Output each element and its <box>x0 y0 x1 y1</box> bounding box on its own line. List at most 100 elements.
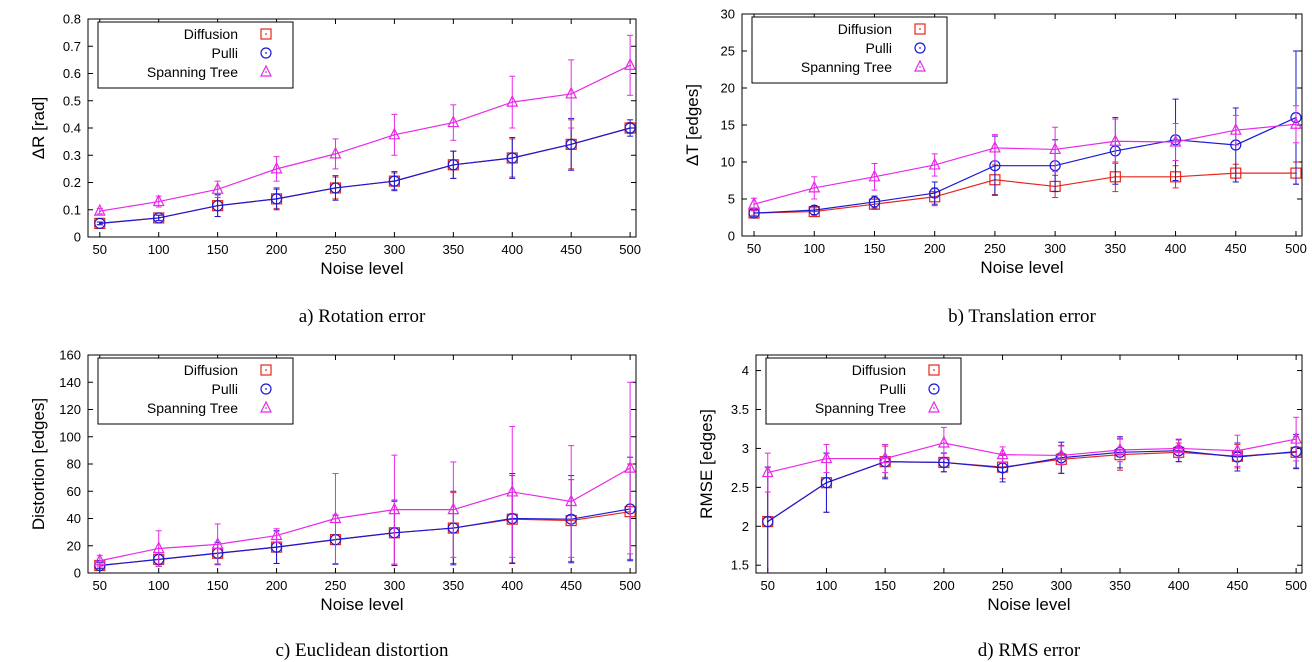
data-point-spanning-tree <box>624 57 636 70</box>
data-point-spanning-tree <box>506 484 519 497</box>
data-point-spanning-tree-dot <box>1114 140 1117 143</box>
y-tick-label: 0 <box>728 229 735 244</box>
legend-label: Pulli <box>880 381 906 397</box>
x-tick-label: 250 <box>992 578 1014 593</box>
y-tick-label: 0.4 <box>63 121 81 136</box>
x-tick-label: 200 <box>924 241 946 256</box>
data-point-spanning-tree <box>1229 122 1242 135</box>
data-point-spanning-tree-dot <box>1054 148 1057 151</box>
data-point-spanning-tree <box>329 511 342 524</box>
data-point-spanning-tree-dot <box>1060 454 1063 457</box>
data-point-spanning-tree-dot <box>942 442 945 444</box>
data-point-spanning-tree <box>1049 142 1062 155</box>
data-point-spanning-tree-dot <box>1236 449 1239 452</box>
legend-marker-dot <box>265 52 267 54</box>
x-tick-label: 100 <box>148 242 170 257</box>
x-tick-label: 150 <box>207 242 229 257</box>
x-tick-label: 200 <box>266 242 288 257</box>
data-point-spanning-tree <box>447 115 460 128</box>
legend-marker <box>914 59 926 72</box>
y-tick-label: 2.5 <box>731 480 749 495</box>
x-tick-label: 250 <box>984 241 1006 256</box>
data-point-pulli-dot <box>98 222 101 225</box>
data-point-pulli-dot <box>873 201 876 203</box>
data-point-spanning-tree-dot <box>1234 129 1237 132</box>
data-point-pulli-dot <box>334 187 337 189</box>
data-point-spanning-tree <box>808 180 821 193</box>
x-axis-label: Noise level <box>320 595 403 614</box>
data-point-spanning-tree <box>388 127 401 140</box>
data-point-pulli-dot <box>933 192 936 194</box>
data-point-spanning-tree-dot <box>570 93 573 95</box>
data-point-pulli <box>447 159 459 171</box>
x-axis-label: Noise level <box>980 258 1063 277</box>
data-point-spanning-tree-dot <box>216 543 219 546</box>
data-point-spanning-tree <box>988 140 1001 153</box>
x-tick-label: 450 <box>560 242 582 257</box>
data-point-spanning-tree-dot <box>216 188 219 191</box>
data-point-spanning-tree-dot <box>275 534 278 537</box>
data-point-pulli-dot <box>570 143 573 146</box>
data-point-spanning-tree <box>388 502 401 515</box>
data-point-spanning-tree <box>1109 133 1122 146</box>
legend: Diffusion Pulli Spanning Tree <box>97 21 294 89</box>
legend: Diffusion Pulli Spanning Tree <box>765 357 962 425</box>
data-point-spanning-tree-dot <box>98 210 101 213</box>
y-tick-label: 0.7 <box>63 39 81 54</box>
data-point-spanning-tree <box>93 553 106 566</box>
data-point-spanning-tree <box>211 537 224 549</box>
series-line-spanning-tree <box>767 438 1297 474</box>
legend-marker <box>928 364 940 376</box>
chart-caption: a) Rotation error <box>299 306 426 327</box>
legend-marker <box>928 400 940 413</box>
x-axis-label: Noise level <box>320 259 403 278</box>
series-group <box>761 416 1302 573</box>
data-point-spanning-tree-dot <box>1177 447 1180 450</box>
y-tick-label: 100 <box>59 429 81 444</box>
data-point-spanning-tree <box>937 435 950 448</box>
y-tick-label: 30 <box>721 7 735 22</box>
x-tick-label: 400 <box>1165 241 1187 256</box>
x-tick-label: 400 <box>501 578 523 593</box>
data-point-pulli <box>94 217 106 229</box>
data-point-spanning-tree-dot <box>813 187 816 189</box>
y-tick-label: 20 <box>721 81 735 96</box>
legend-label: Diffusion <box>184 26 238 42</box>
data-point-spanning-tree-dot <box>753 203 755 206</box>
legend-marker <box>260 47 272 59</box>
data-point-pulli-dot <box>1001 466 1004 469</box>
x-tick-label: 250 <box>325 242 347 257</box>
series-line-pulli <box>767 450 1297 523</box>
legend-marker-dot <box>265 407 267 409</box>
chart-panel-2: 50 100 150 200 250 300 350 400 450 500 0 5 10 15 20 25 3… <box>683 7 1307 328</box>
data-point-pulli-dot <box>825 481 828 484</box>
y-tick-label: 0 <box>74 566 81 581</box>
data-point-spanning-tree-dot <box>334 517 337 520</box>
x-tick-label: 300 <box>1044 241 1066 256</box>
data-point-spanning-tree-dot <box>393 508 396 511</box>
y-axis-label: ΔR [rad] <box>29 97 48 159</box>
legend-marker <box>260 64 272 77</box>
x-tick-label: 200 <box>266 578 288 593</box>
legend-marker-dot <box>265 71 267 73</box>
legend-label: Pulli <box>212 381 238 397</box>
data-point-spanning-tree-dot <box>98 559 101 562</box>
data-point-spanning-tree <box>996 447 1009 460</box>
x-tick-label: 50 <box>93 578 107 593</box>
y-tick-label: 60 <box>67 484 81 499</box>
y-tick-label: 0.8 <box>63 12 81 27</box>
data-point-spanning-tree <box>565 494 578 507</box>
data-point-pulli-dot <box>994 164 996 167</box>
x-tick-label: 450 <box>1225 241 1247 256</box>
data-point-pulli <box>624 122 636 134</box>
data-point-spanning-tree <box>1290 431 1302 444</box>
chart-panel-4: 50 100 150 200 250 300 350 400 450 500 1.5 2 2.5 3 3.5… <box>697 354 1307 661</box>
data-point-pulli <box>388 175 401 187</box>
chart-panel-1: 50 100 150 200 250 300 350 400 450 500 0 0.1 0.2 0.3 0… <box>29 12 641 328</box>
data-point-spanning-tree-dot <box>825 457 828 460</box>
legend: Diffusion Pulli Spanning Tree <box>97 357 294 425</box>
data-point-spanning-tree-dot <box>570 500 573 503</box>
series-group <box>93 34 636 229</box>
data-point-spanning-tree-dot <box>511 491 514 493</box>
